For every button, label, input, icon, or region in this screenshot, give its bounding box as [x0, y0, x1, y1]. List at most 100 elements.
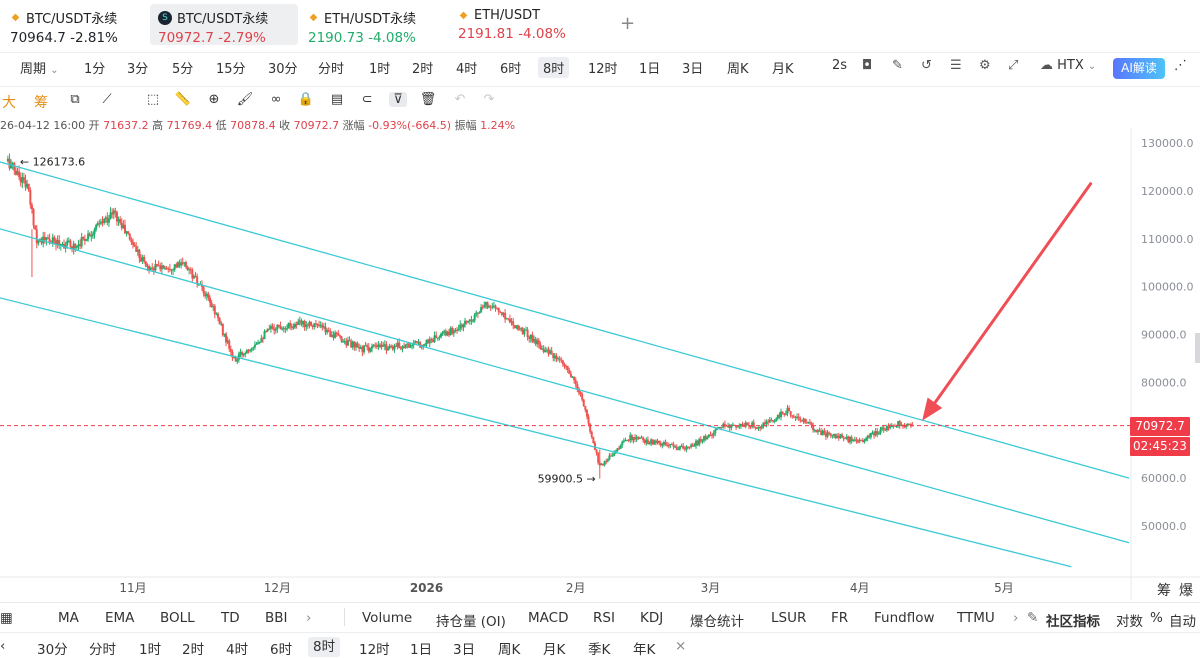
ticker-tab-eth-spot[interactable]: ◆ ETH/USDT 2191.81 -4.08% [450, 4, 590, 45]
tf-week[interactable]: 周K [727, 62, 749, 77]
price-chart[interactable]: 130000.0 120000.0 110000.0 100000.0 90000.0 8… [0, 128, 1200, 600]
indicator-ttmu[interactable]: TTMU [957, 610, 995, 626]
ticker-tab-eth-perp[interactable]: ◆ ETH/USDT永续 2190.73 -4.08% [300, 4, 445, 46]
add-tab-button[interactable]: + [620, 13, 636, 34]
auto-scale-toggle[interactable]: 自动 [1169, 614, 1196, 630]
tf-2h[interactable]: 2时 [412, 62, 434, 77]
tf-30m[interactable]: 30分 [268, 62, 298, 77]
indicator-ma[interactable]: MA [58, 610, 79, 626]
indicator-volume[interactable]: Volume [362, 610, 413, 626]
tf-1h[interactable]: 1时 [369, 62, 391, 77]
candle-body [515, 325, 518, 328]
close-icon[interactable]: × [675, 638, 687, 654]
tf-4h[interactable]: 4时 [456, 62, 478, 77]
bottom-tf-3d[interactable]: 3日 [453, 642, 476, 658]
camera-icon[interactable]: ◘ [862, 58, 873, 73]
indicator-menu-icon[interactable]: ▦ [0, 610, 13, 626]
indicator-ema[interactable]: EMA [105, 610, 135, 626]
tf-month[interactable]: 月K [772, 62, 794, 77]
pen-icon[interactable]: ✎ [892, 58, 903, 73]
redo-icon[interactable]: ↷ [483, 92, 495, 107]
candle-body [322, 326, 325, 328]
tf-12h[interactable]: 12时 [588, 62, 618, 77]
candle-body [154, 264, 157, 271]
liquidation-panel-toggle[interactable]: 爆 [1179, 583, 1193, 599]
candle-body [723, 423, 726, 426]
chevron-right-icon[interactable]: › [306, 610, 312, 626]
chip-panel-toggle[interactable]: 筹 [1157, 583, 1171, 599]
layout-icon[interactable]: ☰ [950, 58, 962, 73]
ticker-tab-btc-perp[interactable]: ◆ BTC/USDT永续 70964.7 -2.81% [2, 4, 142, 46]
fullscreen-icon[interactable]: ⤢ [1008, 58, 1019, 73]
indicator-fr[interactable]: FR [831, 610, 849, 626]
scroll-left-icon[interactable]: ‹ [0, 638, 6, 654]
community-indicators[interactable]: 社区指标 [1046, 614, 1100, 630]
exchange-selector[interactable]: ☁ HTX ⌄ [1040, 58, 1097, 73]
zoom-icon[interactable]: ⊕ [208, 92, 220, 107]
bottom-tf-month[interactable]: 月K [543, 642, 566, 658]
indicator-liquidations[interactable]: 爆仓统计 [690, 614, 744, 630]
tf-8h[interactable]: 8时 [538, 57, 570, 78]
tf-6h[interactable]: 6时 [500, 62, 522, 77]
ruler-icon[interactable]: 📏 [174, 92, 192, 107]
candle-body [149, 267, 152, 270]
bottom-tf-30m[interactable]: 30分 [37, 642, 68, 658]
ticker-tab-btc-perp-active[interactable]: S BTC/USDT永续 70972.7 -2.79% [150, 4, 298, 46]
candle-body [340, 336, 343, 342]
candle-body [114, 210, 117, 213]
candle-body [345, 341, 348, 346]
indicator-bbi[interactable]: BBI [265, 610, 288, 626]
ai-analysis-button[interactable]: AI解读 [1113, 58, 1165, 79]
bottom-tf-week[interactable]: 周K [498, 642, 521, 658]
bottom-tf-timeline[interactable]: 分时 [89, 642, 116, 658]
chip-distribution-toggle[interactable]: 筹 [34, 95, 48, 111]
filter-icon[interactable]: ⊽ [389, 92, 407, 107]
period-dropdown[interactable]: 周期 ⌄ [20, 62, 59, 77]
sync-icon[interactable]: ⧉ [70, 92, 80, 107]
tf-1m[interactable]: 1分 [84, 62, 106, 77]
settings-icon[interactable]: ⚙ [979, 58, 991, 73]
indicator-boll[interactable]: BOLL [160, 610, 195, 626]
big-order-toggle[interactable]: 大 [2, 95, 16, 111]
tf-3m[interactable]: 3分 [127, 62, 149, 77]
undo-icon[interactable]: ↶ [454, 92, 466, 107]
percent-scale-toggle[interactable]: % [1150, 610, 1163, 626]
chevron-right-icon[interactable]: › [1013, 610, 1019, 626]
brush-icon[interactable]: 🖌 [236, 92, 254, 107]
bottom-tf-8h[interactable]: 8时 [308, 637, 341, 657]
bottom-tf-12h[interactable]: 12时 [359, 642, 390, 658]
indicator-fundflow[interactable]: Fundflow [874, 610, 935, 626]
lock-icon[interactable]: 🔒 [297, 92, 315, 107]
edit-icon[interactable]: ✎ [1027, 610, 1039, 626]
log-scale-toggle[interactable]: 对数 [1116, 614, 1143, 630]
select-tool-icon[interactable]: ⬚ [146, 92, 160, 107]
bottom-tf-2h[interactable]: 2时 [182, 642, 205, 658]
trash-icon[interactable]: 🗑 [419, 92, 437, 107]
note-icon[interactable]: ▤ [330, 92, 344, 107]
indicator-td[interactable]: TD [221, 610, 240, 626]
bottom-tf-1d[interactable]: 1日 [410, 642, 433, 658]
share-icon[interactable]: ⋰ [1174, 58, 1187, 73]
bottom-tf-6h[interactable]: 6时 [270, 642, 293, 658]
refresh-interval[interactable]: 2s [832, 58, 848, 73]
indicator-oi[interactable]: 持仓量 (OI) [436, 614, 506, 630]
tf-1d[interactable]: 1日 [639, 62, 661, 77]
price-scale-handle[interactable] [1195, 333, 1200, 363]
bottom-tf-1h[interactable]: 1时 [139, 642, 162, 658]
indicator-macd[interactable]: MACD [528, 610, 569, 626]
indicator-lsur[interactable]: LSUR [771, 610, 807, 626]
line-tool-icon[interactable]: ⟋ [102, 92, 112, 107]
tf-3d[interactable]: 3日 [682, 62, 704, 77]
indicator-kdj[interactable]: KDJ [640, 610, 664, 626]
indicator-rsi[interactable]: RSI [593, 610, 615, 626]
replay-icon[interactable]: ↺ [921, 58, 932, 73]
bottom-tf-quarter[interactable]: 季K [588, 642, 611, 658]
bottom-tf-4h[interactable]: 4时 [226, 642, 249, 658]
bottom-tf-year[interactable]: 年K [633, 642, 656, 658]
candle-body [72, 243, 75, 250]
pattern-icon[interactable]: ∞ [270, 92, 282, 107]
tf-5m[interactable]: 5分 [172, 62, 194, 77]
magnet-icon[interactable]: ⊂ [361, 92, 373, 107]
tf-timeline[interactable]: 分时 [318, 62, 345, 77]
tf-15m[interactable]: 15分 [216, 62, 246, 77]
